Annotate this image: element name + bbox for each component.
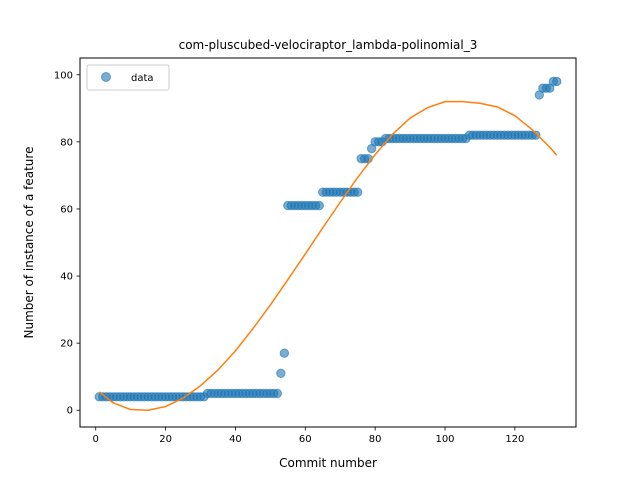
legend-label-data: data (131, 73, 154, 84)
data-point (276, 368, 286, 379)
data-point (272, 388, 283, 399)
x-tick-label: 60 (299, 434, 312, 445)
y-tick-label: 80 (60, 137, 73, 148)
axes-frame (79, 57, 577, 428)
x-axis-label: Commit number (279, 456, 377, 470)
y-tick-label: 20 (60, 339, 73, 350)
chart-title: com-pluscubed-velociraptor_lambda-polino… (179, 38, 478, 52)
legend: data (86, 64, 170, 91)
x-tick-label: 0 (93, 434, 99, 445)
y-axis-label: Number of instance of a feature (22, 147, 36, 339)
data-point (352, 187, 363, 197)
data-point (552, 76, 562, 87)
data-point (363, 153, 373, 164)
data-point (531, 130, 541, 140)
fit-line (98, 100, 558, 411)
x-tick-label: 20 (159, 434, 172, 445)
x-tick-label: 120 (505, 434, 524, 445)
y-tick-label: 0 (67, 406, 73, 417)
y-tick-label: 100 (54, 70, 73, 81)
x-tick-label: 100 (435, 434, 454, 445)
x-tick-label: 40 (229, 434, 242, 445)
plot-area (94, 76, 562, 411)
data-point (279, 348, 290, 358)
y-axis: 0 20 40 60 80 100 (54, 70, 80, 417)
y-tick-label: 40 (60, 272, 73, 283)
x-axis: 0 20 40 60 80 100 120 (93, 427, 524, 445)
legend-box (86, 64, 170, 91)
x-tick-label: 80 (369, 434, 382, 445)
data-point (314, 200, 324, 211)
legend-marker-data (101, 72, 111, 82)
y-tick-label: 60 (60, 204, 73, 215)
